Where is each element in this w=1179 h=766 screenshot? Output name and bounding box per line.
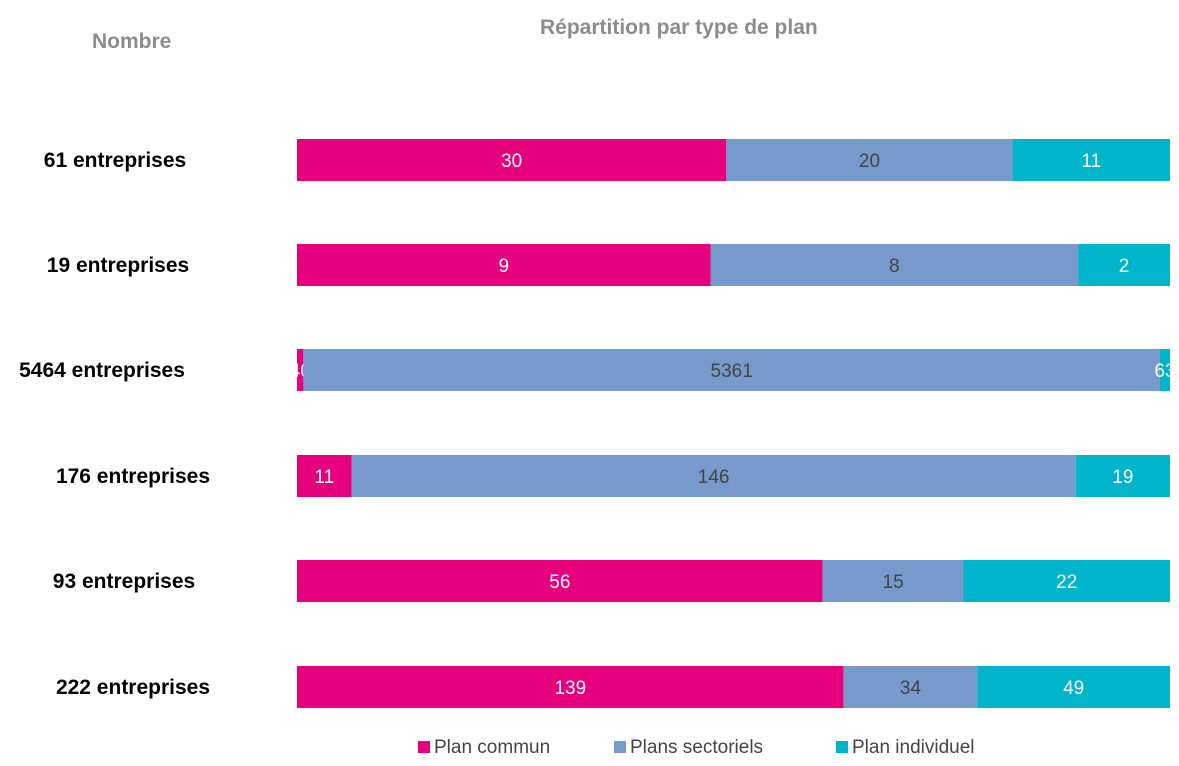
- bar-segment-plan-commun: [297, 560, 823, 602]
- data-label: 49: [1063, 678, 1084, 699]
- row-label: 5464 entreprises: [19, 359, 185, 382]
- data-label: 15: [883, 572, 904, 593]
- bar-segment-plans-sectoriels: [726, 139, 1013, 181]
- legend-swatch: [836, 741, 848, 753]
- data-label: 139: [554, 678, 586, 699]
- bar-segment-plan-individuel: [1012, 139, 1170, 181]
- bar-segment-plan-commun: [297, 666, 844, 708]
- row-label: 176 entreprises: [56, 465, 210, 488]
- bar-segment-plans-sectoriels: [843, 666, 978, 708]
- bar-segment-plans-sectoriels: [822, 560, 964, 602]
- bar-segment-plan-commun: [297, 455, 352, 497]
- legend-label: Plans sectoriels: [630, 737, 763, 758]
- data-label: 11: [1081, 151, 1101, 172]
- row-label: 61 entreprises: [44, 149, 186, 172]
- bar-segment-plan-individuel: [963, 560, 1170, 602]
- data-label: 5361: [711, 361, 753, 382]
- bar-segment-plan-commun: [297, 349, 304, 391]
- bar-segment-plans-sectoriels: [351, 455, 1076, 497]
- column-header-count: Nombre: [92, 30, 172, 53]
- bar-segment-plans-sectoriels: [303, 349, 1160, 391]
- data-label: 8: [889, 256, 900, 277]
- data-label: 20: [859, 151, 880, 172]
- data-label: 146: [698, 467, 730, 488]
- chart-title: Répartition par type de plan: [540, 16, 818, 39]
- legend-label: Plan commun: [434, 737, 550, 758]
- row-label: 19 entreprises: [47, 254, 189, 277]
- bar-segment-plan-commun: [297, 244, 711, 286]
- data-label: 19: [1112, 467, 1133, 488]
- data-label: 34: [900, 678, 922, 699]
- bar-segment-plan-individuel: [1075, 455, 1170, 497]
- bar-segment-plan-commun: [297, 139, 727, 181]
- bar-segment-plan-individuel: [1078, 244, 1170, 286]
- data-label: 2: [1119, 256, 1130, 277]
- data-label: 56: [549, 572, 570, 593]
- row-label: 222 entreprises: [56, 676, 210, 699]
- row-label: 93 entreprises: [53, 570, 195, 593]
- data-label: 22: [1056, 572, 1077, 593]
- legend-swatch: [418, 741, 430, 753]
- data-label: 63: [1154, 361, 1175, 382]
- legend-label: Plan individuel: [852, 737, 975, 758]
- bar-segment-plan-individuel: [1159, 349, 1170, 391]
- legend-swatch: [614, 741, 626, 753]
- data-label: 30: [501, 151, 522, 172]
- bar-segment-plan-individuel: [977, 666, 1170, 708]
- data-label: 9: [498, 256, 509, 277]
- data-label: 11: [314, 467, 334, 488]
- bar-segment-plans-sectoriels: [710, 244, 1079, 286]
